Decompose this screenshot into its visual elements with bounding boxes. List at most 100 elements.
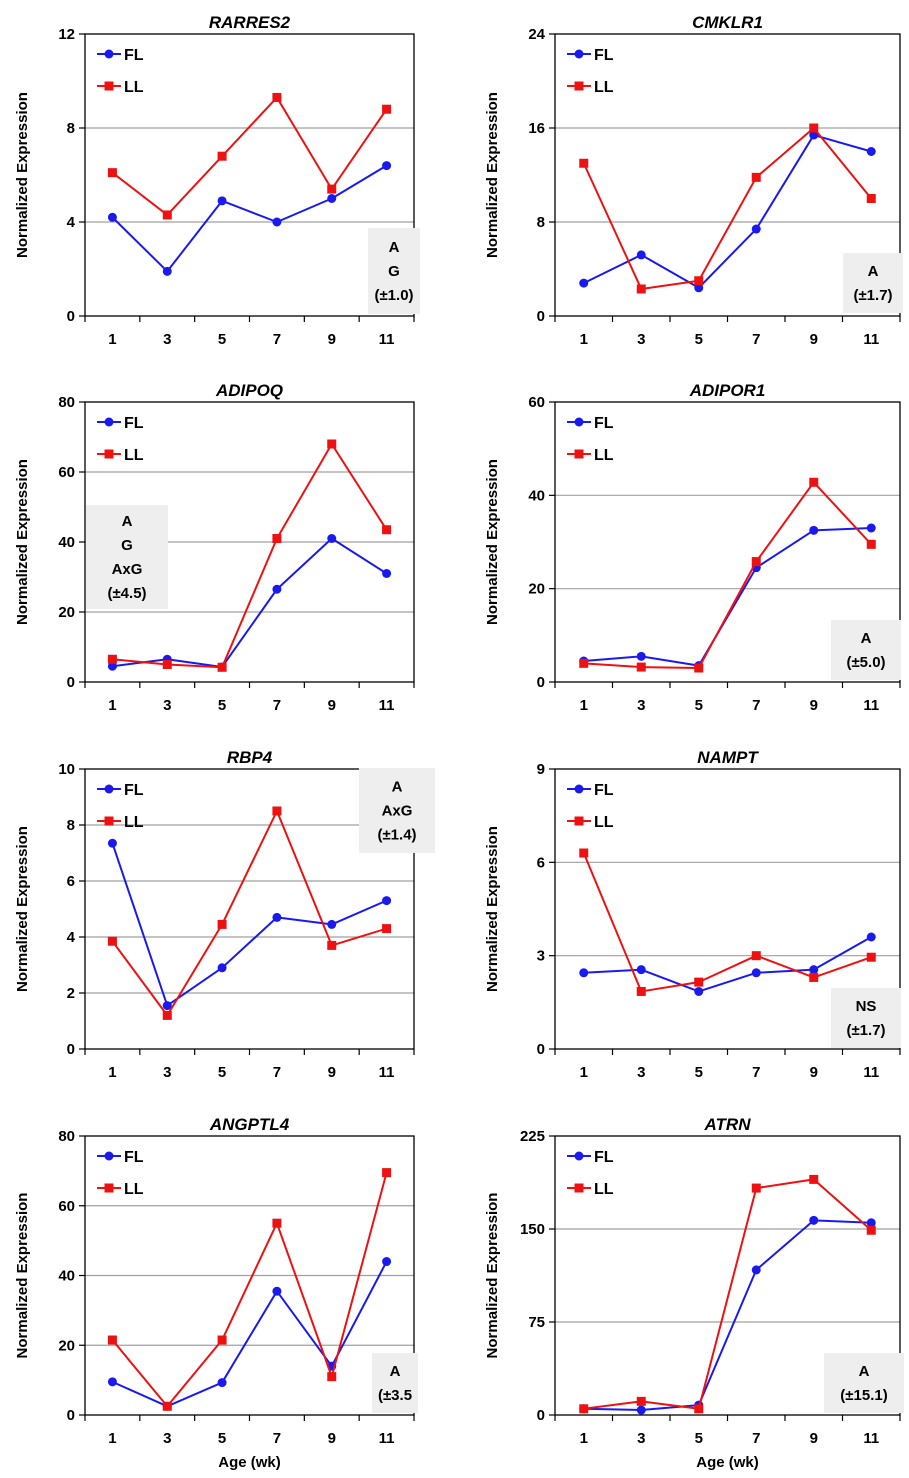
stat-line: AxG (382, 803, 413, 820)
y-tick-label: 0 (67, 1041, 75, 1058)
data-point (107, 1377, 117, 1387)
data-point (272, 912, 282, 922)
y-axis-label: Normalized Expression (14, 826, 31, 992)
series-line (583, 527, 872, 667)
y-tick-label: 0 (537, 308, 545, 325)
data-point (694, 986, 704, 996)
data-point (162, 1401, 172, 1411)
y-tick-label: 9 (537, 761, 545, 778)
stat-line: (±15.1) (840, 1387, 887, 1404)
y-tick-label: 20 (58, 604, 75, 621)
data-point (162, 1010, 172, 1020)
series-FL (107, 161, 392, 276)
chart-title: CMKLR1 (692, 13, 763, 32)
x-tick-label: 11 (863, 697, 879, 714)
y-tick-label: 8 (67, 817, 75, 834)
x-tick-label: 3 (637, 331, 645, 348)
x-tick-label: 9 (328, 1430, 336, 1447)
legend-label: LL (124, 79, 144, 96)
y-tick-label: 8 (67, 120, 75, 137)
data-point (107, 212, 117, 222)
series-LL (579, 848, 876, 996)
chart-panel-7: 0 75 150 225 1 3 5 7 9 11 ATRN Normalized Expressio… (484, 1115, 904, 1471)
series-LL (107, 1168, 392, 1411)
stat-line: (±1.0) (374, 287, 413, 304)
series-line (111, 842, 387, 1007)
data-point (382, 1168, 392, 1178)
y-tick-label: 80 (58, 394, 75, 411)
x-tick-label: 7 (752, 697, 760, 714)
data-point (107, 838, 117, 848)
x-tick-label: 7 (273, 1430, 281, 1447)
data-point (217, 662, 227, 672)
series-line (111, 1172, 388, 1408)
series-line (583, 134, 872, 289)
legend: FL LL (97, 47, 144, 96)
stat-line: A (392, 779, 403, 796)
y-tick-label: 0 (537, 1041, 545, 1058)
series-line (582, 127, 873, 290)
legend-swatch-marker (574, 816, 584, 826)
chart-panel-5: 0 3 6 9 1 3 5 7 9 11 NAMPT Normalized Expression NS (… (484, 748, 901, 1081)
x-tick-label: 9 (810, 697, 818, 714)
x-tick-label: 3 (637, 1064, 645, 1081)
x-tick-label: 3 (163, 697, 171, 714)
y-tick-label: 75 (528, 1314, 545, 1331)
y-tick-label: 60 (58, 1198, 75, 1215)
series-line (583, 481, 872, 669)
x-tick-label: 7 (752, 1430, 760, 1447)
x-tick-label: 5 (695, 1064, 703, 1081)
series-LL (579, 477, 876, 673)
series-LL (579, 123, 876, 294)
x-tick-label: 5 (695, 1430, 703, 1447)
series-line (112, 537, 388, 668)
legend: FL LL (567, 47, 614, 96)
series-line (583, 1219, 872, 1412)
legend-swatch-marker (574, 81, 584, 91)
chart-title: RBP4 (227, 748, 273, 767)
data-point (866, 1225, 876, 1235)
x-tick-label: 3 (163, 1430, 171, 1447)
legend-swatch-marker (104, 49, 114, 59)
y-tick-label: 4 (67, 929, 76, 946)
data-point (327, 184, 337, 194)
y-tick-label: 12 (58, 26, 75, 43)
stat-box: NS (±1.7) (831, 988, 901, 1048)
series-LL (107, 92, 392, 220)
y-tick-label: 3 (537, 948, 545, 965)
stat-line: AxG (112, 561, 143, 578)
y-axis-label: Normalized Expression (484, 1193, 501, 1359)
chart-title: ATRN (704, 1115, 752, 1134)
data-point (382, 924, 392, 934)
data-point (694, 977, 704, 987)
data-point (107, 654, 117, 664)
data-point (751, 951, 761, 961)
data-point (382, 161, 392, 171)
data-point (866, 523, 876, 533)
data-point (809, 123, 819, 133)
data-point (217, 963, 227, 973)
series-line (583, 1178, 872, 1410)
legend-swatch-marker (104, 784, 114, 794)
data-point (272, 534, 282, 543)
x-tick-label: 1 (108, 331, 116, 348)
data-point (751, 224, 761, 234)
legend: FL LL (97, 1149, 144, 1198)
legend: FL LL (97, 415, 144, 464)
legend-label: LL (594, 447, 614, 464)
x-tick-label: 5 (218, 1430, 226, 1447)
x-tick-label: 11 (379, 697, 395, 714)
chart-title: ANGPTL4 (209, 1115, 290, 1134)
stat-box: AG (±1.0) (368, 228, 420, 314)
data-point (327, 1372, 337, 1382)
series-FL (107, 838, 392, 1011)
x-tick-label: 5 (218, 697, 226, 714)
data-point (751, 1265, 761, 1275)
data-point (694, 1404, 704, 1414)
y-axis-label: Normalized Expression (14, 1193, 31, 1359)
x-tick-label: 3 (637, 697, 645, 714)
x-tick-label: 7 (273, 331, 281, 348)
series-LL (107, 806, 392, 1020)
y-tick-label: 4 (67, 214, 76, 231)
